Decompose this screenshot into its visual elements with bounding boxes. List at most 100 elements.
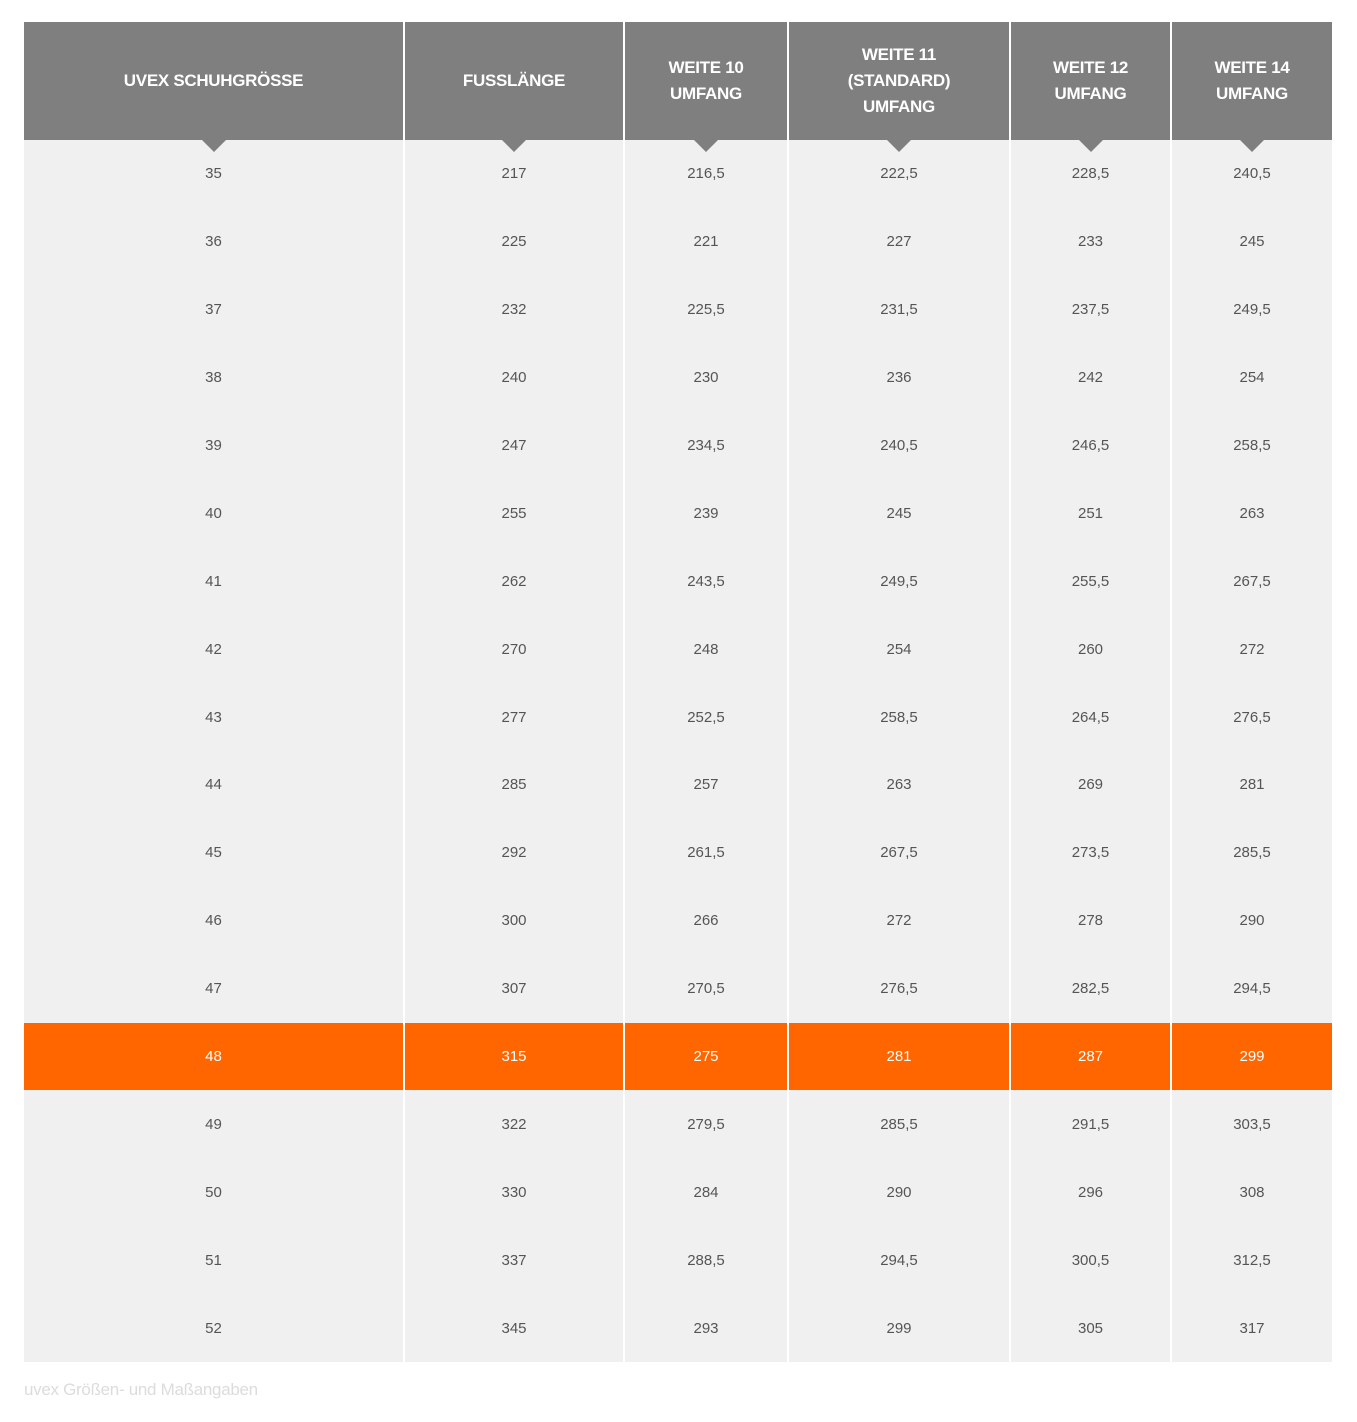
- table-cell: 245: [789, 479, 1009, 548]
- table-cell: 312,5: [1172, 1226, 1332, 1295]
- table-caption: uvex Größen- und Maßangaben: [24, 1380, 258, 1399]
- table-cell: 37: [24, 275, 403, 344]
- table-cell: 52: [24, 1294, 403, 1363]
- table-cell: 243,5: [625, 547, 787, 616]
- table-cell: 276,5: [1172, 683, 1332, 752]
- table-cell: 317: [1172, 1294, 1332, 1363]
- table-cell: 240,5: [789, 411, 1009, 480]
- column-header: WEITE 10 UMFANG: [625, 22, 787, 152]
- table-cell: 263: [789, 751, 1009, 819]
- table-cell: 270,5: [625, 954, 787, 1023]
- highlighted-table-cell: 281: [789, 1022, 1009, 1091]
- highlighted-table-cell: 48: [24, 1022, 403, 1091]
- table-cell: 272: [1172, 615, 1332, 684]
- table-cell: 46: [24, 886, 403, 955]
- table-cell: 307: [405, 954, 623, 1023]
- table-cell: 40: [24, 479, 403, 548]
- table-cell: 49: [24, 1090, 403, 1159]
- table-cell: 279,5: [625, 1090, 787, 1159]
- table-cell: 216,5: [625, 140, 787, 208]
- size-table: UVEX SCHUHGRÖSSE FUSSLÄNGE WEITE 10 UMFANG…: [24, 22, 1332, 1363]
- table-cell: 227: [789, 207, 1009, 276]
- table-cell: 263: [1172, 479, 1332, 548]
- table-cell: 246,5: [1011, 411, 1170, 480]
- table-cell: 258,5: [789, 683, 1009, 752]
- table-cell: 291,5: [1011, 1090, 1170, 1159]
- table-cell: 42: [24, 615, 403, 684]
- table-cell: 267,5: [1172, 547, 1332, 616]
- column-header: WEITE 11 (STANDARD) UMFANG: [789, 22, 1009, 152]
- table-cell: 293: [625, 1294, 787, 1363]
- table-cell: 240: [405, 343, 623, 412]
- table-cell: 276,5: [789, 954, 1009, 1023]
- table-cell: 44: [24, 751, 403, 819]
- table-cell: 330: [405, 1158, 623, 1227]
- table-cell: 39: [24, 411, 403, 480]
- table-cell: 249,5: [1172, 275, 1332, 344]
- table-cell: 255: [405, 479, 623, 548]
- table-cell: 281: [1172, 751, 1332, 819]
- table-cell: 270: [405, 615, 623, 684]
- table-cell: 225,5: [625, 275, 787, 344]
- table-cell: 292: [405, 818, 623, 887]
- table-cell: 285,5: [789, 1090, 1009, 1159]
- table-cell: 294,5: [789, 1226, 1009, 1295]
- table-cell: 303,5: [1172, 1090, 1332, 1159]
- table-cell: 299: [789, 1294, 1009, 1363]
- table-cell: 239: [625, 479, 787, 548]
- table-cell: 269: [1011, 751, 1170, 819]
- table-cell: 266: [625, 886, 787, 955]
- table-cell: 51: [24, 1226, 403, 1295]
- table-cell: 242: [1011, 343, 1170, 412]
- table-cell: 272: [789, 886, 1009, 955]
- table-cell: 288,5: [625, 1226, 787, 1295]
- table-cell: 245: [1172, 207, 1332, 276]
- table-cell: 278: [1011, 886, 1170, 955]
- table-cell: 337: [405, 1226, 623, 1295]
- table-cell: 277: [405, 683, 623, 752]
- table-cell: 45: [24, 818, 403, 887]
- table-cell: 252,5: [625, 683, 787, 752]
- table-cell: 249,5: [789, 547, 1009, 616]
- table-cell: 251: [1011, 479, 1170, 548]
- table-cell: 262: [405, 547, 623, 616]
- table-cell: 300: [405, 886, 623, 955]
- table-cell: 300,5: [1011, 1226, 1170, 1295]
- column-header: WEITE 14 UMFANG: [1172, 22, 1332, 152]
- table-cell: 294,5: [1172, 954, 1332, 1023]
- table-cell: 255,5: [1011, 547, 1170, 616]
- table-cell: 267,5: [789, 818, 1009, 887]
- table-cell: 296: [1011, 1158, 1170, 1227]
- highlighted-table-cell: 287: [1011, 1022, 1170, 1091]
- table-cell: 38: [24, 343, 403, 412]
- table-cell: 228,5: [1011, 140, 1170, 208]
- table-cell: 248: [625, 615, 787, 684]
- table-cell: 233: [1011, 207, 1170, 276]
- table-cell: 285,5: [1172, 818, 1332, 887]
- table-cell: 322: [405, 1090, 623, 1159]
- table-cell: 234,5: [625, 411, 787, 480]
- highlighted-table-cell: 315: [405, 1022, 623, 1091]
- table-cell: 50: [24, 1158, 403, 1227]
- table-cell: 290: [789, 1158, 1009, 1227]
- table-cell: 47: [24, 954, 403, 1023]
- table-cell: 254: [789, 615, 1009, 684]
- table-cell: 261,5: [625, 818, 787, 887]
- table-cell: 247: [405, 411, 623, 480]
- table-cell: 345: [405, 1294, 623, 1363]
- highlighted-table-cell: 275: [625, 1022, 787, 1091]
- table-cell: 290: [1172, 886, 1332, 955]
- table-cell: 232: [405, 275, 623, 344]
- table-cell: 285: [405, 751, 623, 819]
- column-header: WEITE 12 UMFANG: [1011, 22, 1170, 152]
- table-cell: 305: [1011, 1294, 1170, 1363]
- table-cell: 231,5: [789, 275, 1009, 344]
- table-cell: 254: [1172, 343, 1332, 412]
- table-cell: 236: [789, 343, 1009, 412]
- column-header: FUSSLÄNGE: [405, 22, 623, 152]
- table-cell: 260: [1011, 615, 1170, 684]
- column-header: UVEX SCHUHGRÖSSE: [24, 22, 403, 152]
- table-cell: 273,5: [1011, 818, 1170, 887]
- table-cell: 284: [625, 1158, 787, 1227]
- table-cell: 258,5: [1172, 411, 1332, 480]
